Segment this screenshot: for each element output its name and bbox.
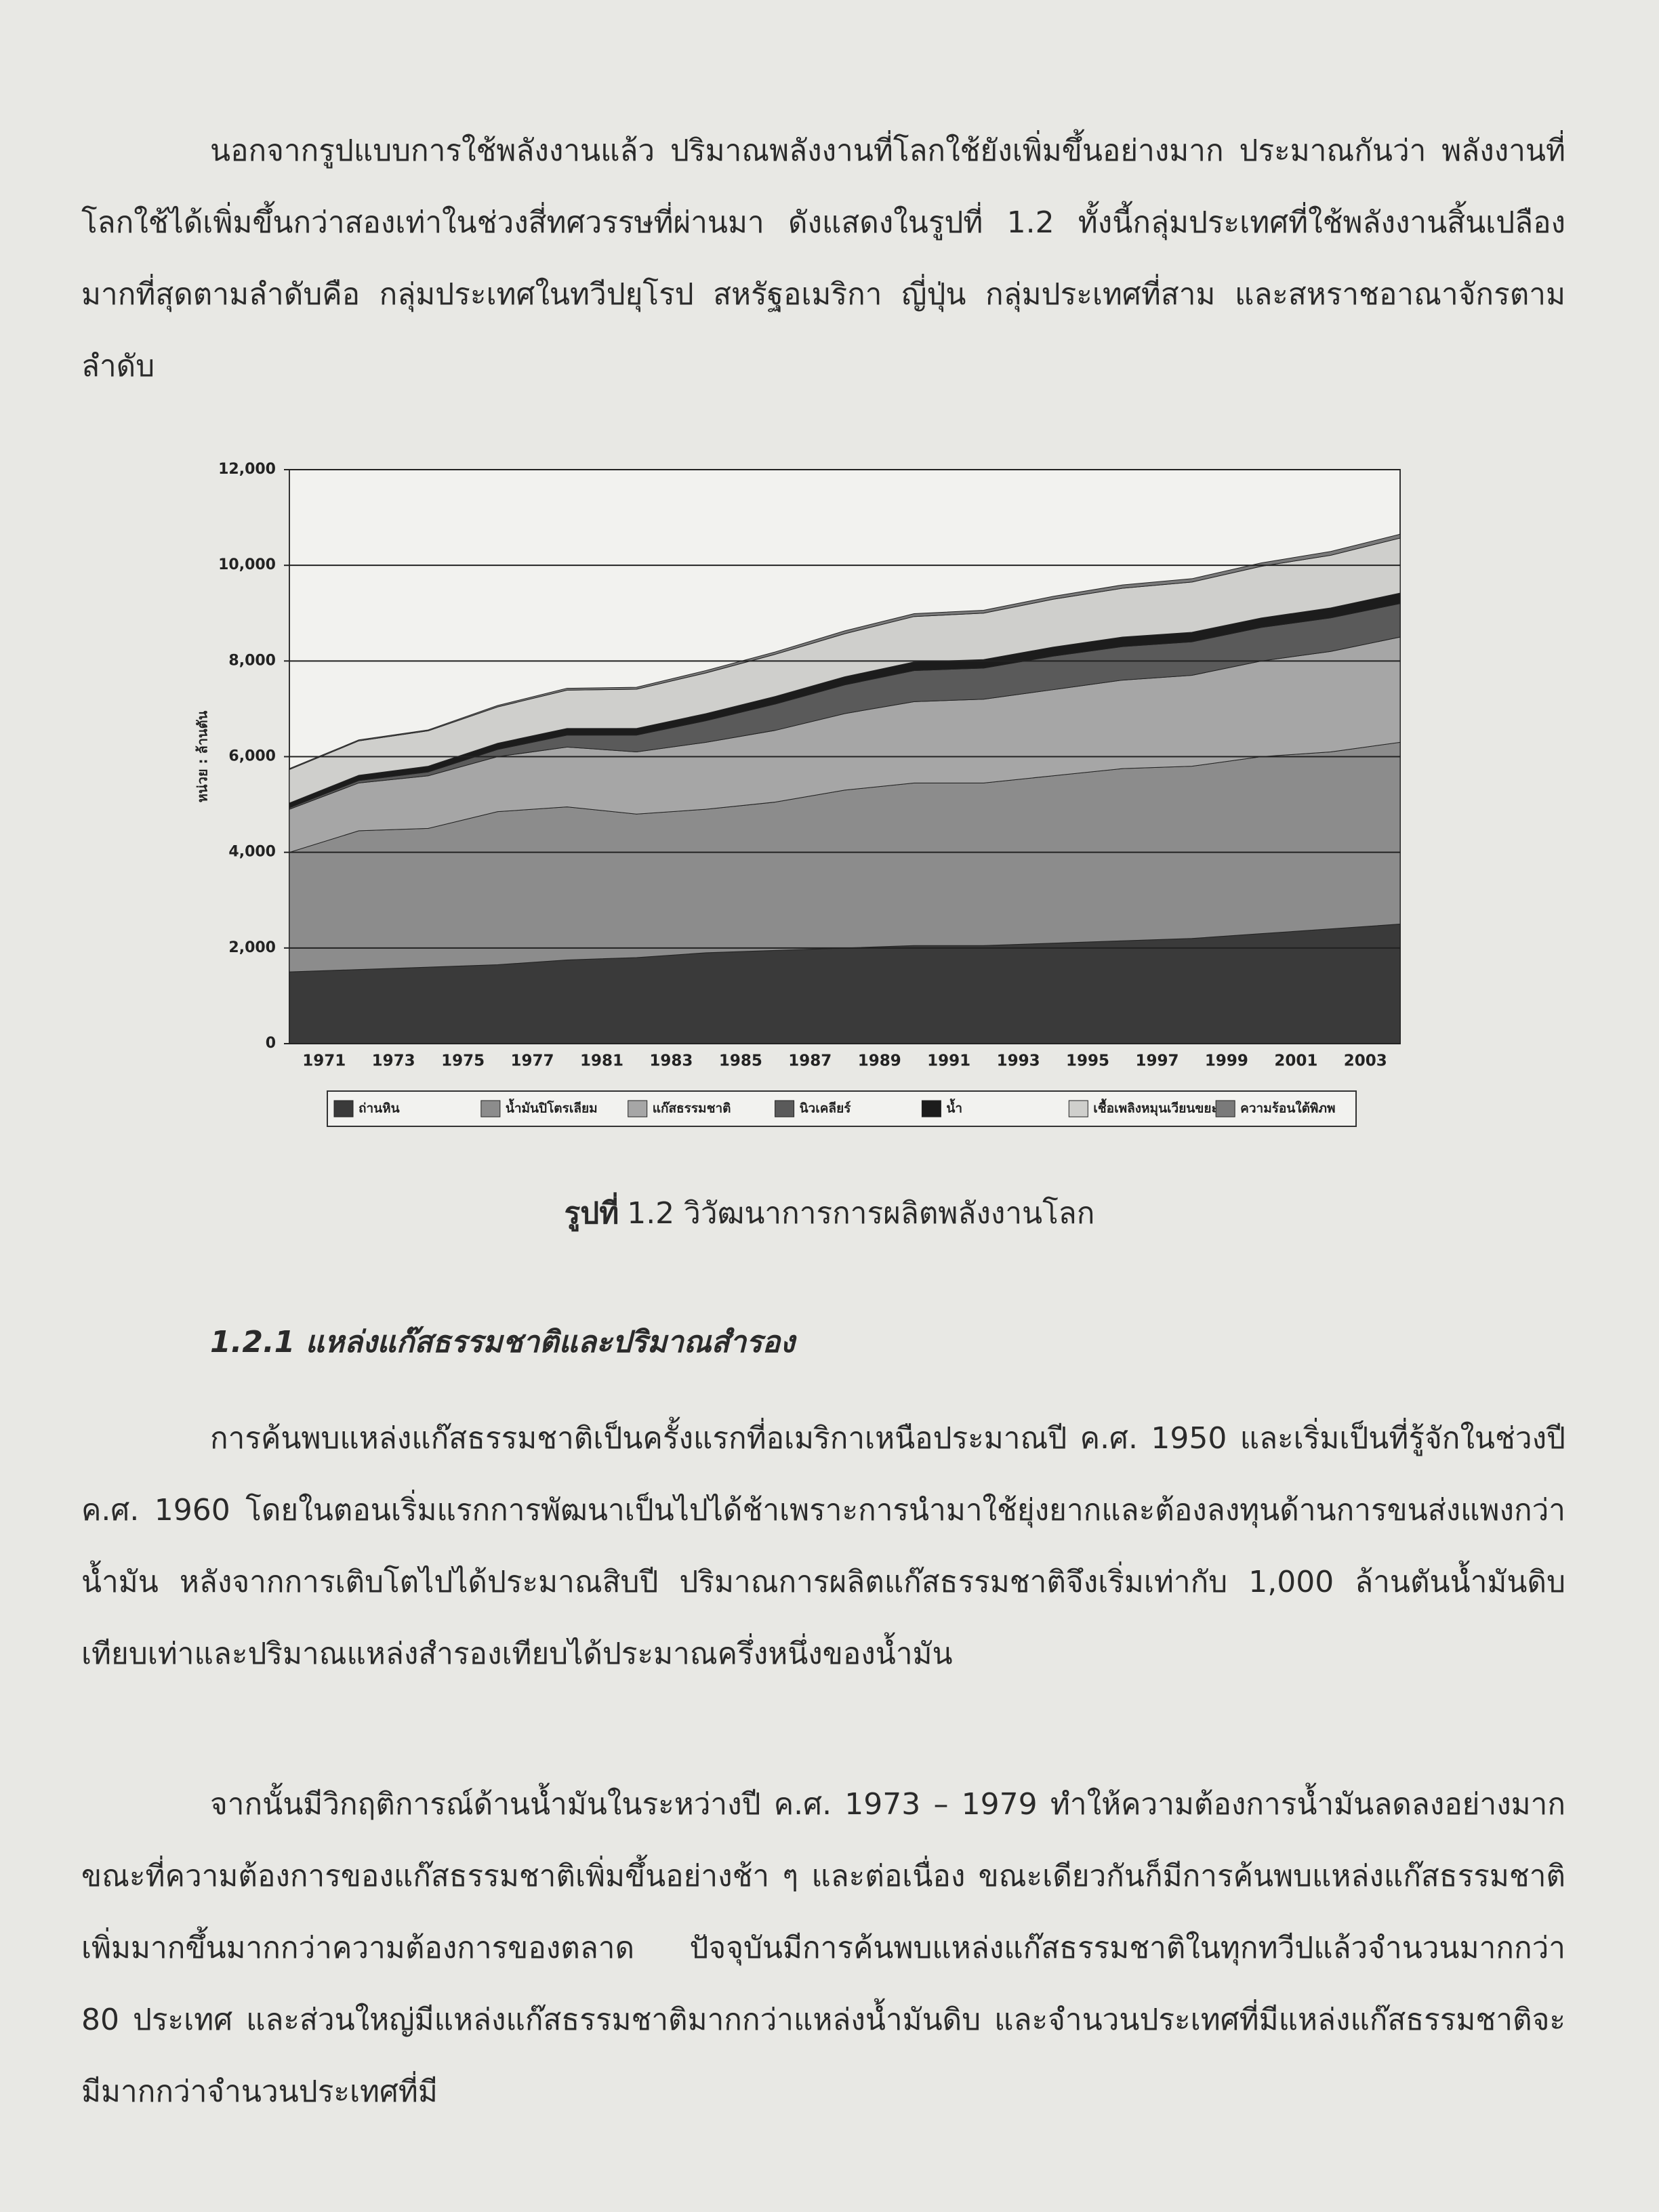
y-tick-label: 8,000 — [228, 652, 276, 669]
legend-swatch — [775, 1100, 795, 1118]
paragraph: การค้นพบแหล่งแก๊สธรรมชาติเป็นครั้งแรกที่… — [81, 1421, 1565, 1671]
paragraph: นอกจากรูปแบบการใช้พลังงานแล้ว ปริมาณพลัง… — [81, 134, 1565, 384]
y-tick-label: 10,000 — [218, 556, 276, 573]
y-tick-label: 12,000 — [218, 461, 276, 478]
x-tick-label: 2003 — [1344, 1052, 1387, 1070]
legend-swatch — [333, 1100, 354, 1118]
legend-label: เชื้อเพลิงหมุนเวียนขยะ — [1093, 1099, 1218, 1117]
legend-label: แก๊สธรรมชาติ — [653, 1101, 731, 1116]
x-tick-label: 1983 — [649, 1052, 693, 1070]
legend-swatch — [1068, 1100, 1088, 1118]
y-tick-label: 0 — [266, 1035, 276, 1052]
x-tick-label: 1973 — [372, 1052, 415, 1070]
x-tick-label: 1999 — [1205, 1052, 1248, 1070]
x-tick-label: 1985 — [719, 1052, 762, 1070]
x-tick-label: 1993 — [997, 1052, 1040, 1070]
legend-label: น้ำ — [946, 1099, 962, 1116]
y-axis-title: หน่วย : ล้านตัน — [194, 710, 211, 802]
legend-swatch — [628, 1100, 648, 1118]
x-tick-label: 1995 — [1066, 1052, 1109, 1070]
x-tick-label: 1981 — [580, 1052, 623, 1070]
x-tick-label: 1997 — [1135, 1052, 1179, 1070]
x-tick-label: 1977 — [511, 1052, 554, 1070]
legend-label: ความร้อนใต้พิภพ — [1240, 1101, 1335, 1116]
x-tick-label: 2001 — [1274, 1052, 1317, 1070]
x-tick-label: 1987 — [788, 1052, 832, 1070]
legend-swatch — [921, 1100, 941, 1118]
x-tick-label: 1975 — [441, 1052, 485, 1070]
paragraph: จากนั้นมีวิกฤติการณ์ด้านน้ำมันในระหว่างป… — [81, 1787, 1565, 2109]
x-tick-label: 1971 — [302, 1052, 346, 1070]
y-tick-label: 2,000 — [228, 939, 276, 956]
chart: 0 2,000 4,000 6,000 8,000 10,000 12,000 1971 197… — [194, 461, 1401, 1127]
figure-caption: รูปที่ 1.2 วิวัฒนาการการผลิตพลังงานโลก — [0, 1189, 1659, 1237]
legend-swatch — [480, 1100, 501, 1118]
x-tick-label: 1991 — [927, 1052, 970, 1070]
legend-swatch — [1215, 1100, 1235, 1118]
legend-label: น้ำมันปิโตรเลียม — [506, 1099, 598, 1116]
caption-label: รูปที่ — [564, 1196, 619, 1231]
area — [289, 533, 1401, 771]
caption-text: 1.2 วิวัฒนาการการผลิตพลังงานโลก — [627, 1196, 1095, 1231]
legend-label: นิวเคลียร์ — [800, 1101, 852, 1116]
y-tick-label: 4,000 — [228, 844, 276, 861]
legend-label: ถ่านหิน — [359, 1101, 400, 1116]
section-heading: 1.2.1 แหล่งแก๊สธรรมชาติและปริมาณสำรอง — [210, 1325, 795, 1359]
y-tick-label: 6,000 — [228, 748, 276, 765]
x-tick-label: 1989 — [858, 1052, 901, 1070]
